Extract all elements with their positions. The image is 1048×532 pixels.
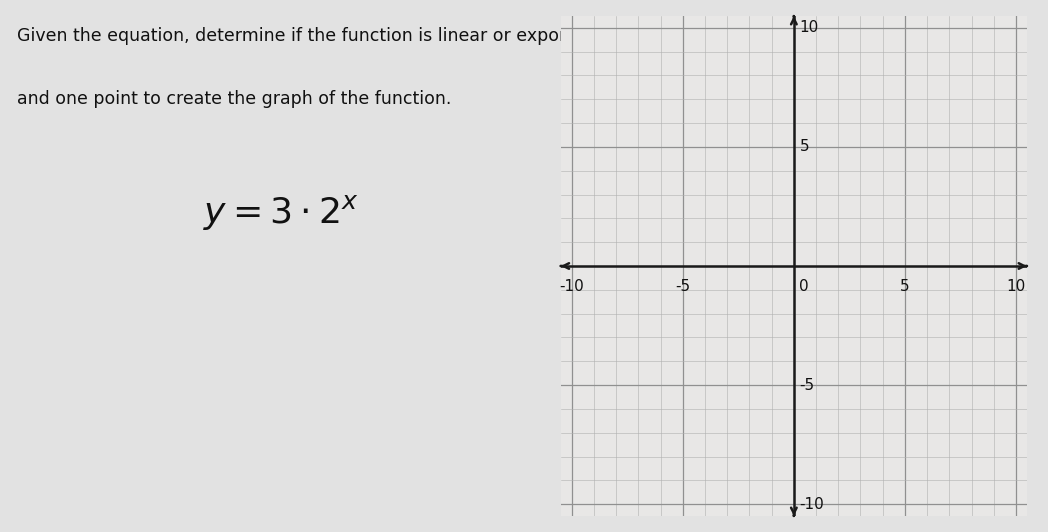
Text: Given the equation, determine if the function is linear or exponential. Identify: Given the equation, determine if the fun… xyxy=(17,27,962,45)
Text: 5: 5 xyxy=(800,139,809,154)
Text: 10: 10 xyxy=(1006,279,1026,294)
Text: and one point to create the graph of the function.: and one point to create the graph of the… xyxy=(17,90,452,109)
Text: -10: -10 xyxy=(800,497,824,512)
Text: -5: -5 xyxy=(800,378,814,393)
Text: $y = 3 \cdot 2^x$: $y = 3 \cdot 2^x$ xyxy=(202,193,358,232)
Text: 0: 0 xyxy=(800,279,809,294)
Text: 10: 10 xyxy=(800,20,818,35)
Text: 5: 5 xyxy=(900,279,910,294)
Text: -10: -10 xyxy=(560,279,584,294)
Text: -5: -5 xyxy=(675,279,691,294)
